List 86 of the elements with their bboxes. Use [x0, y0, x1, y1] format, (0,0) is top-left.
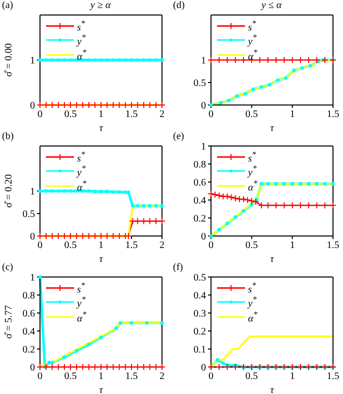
legend-label: s$^{*}$ [248, 150, 256, 164]
x-tick-label: 2 [160, 109, 164, 120]
y-tick-label: 0 [30, 362, 35, 374]
x-tick-label: 0 [208, 371, 214, 382]
y-tick-label: 0 [201, 100, 206, 112]
legend-label: s$^{*}$ [77, 281, 86, 296]
y-tick-label: 1 [30, 56, 35, 67]
x-tick-label: 1.5 [125, 109, 138, 120]
y-tick-label: 0.4 [22, 326, 35, 338]
y-tick-label: 0.6 [194, 178, 206, 189]
text: (a) [2, 0, 14, 11]
legend-label: s$^{*}$ [77, 150, 86, 164]
y-tick-label: 0.6 [22, 308, 35, 320]
y-tick-label: 0.4 [194, 290, 206, 302]
x-tick-label: 1.5 [326, 240, 340, 252]
legend-label: α$^{*}$ [248, 310, 258, 324]
x-axis-title: τ [99, 385, 104, 394]
y-tick-label: 0.8 [194, 160, 206, 171]
x-tick-label: 1 [290, 240, 295, 252]
legend-label: s$^{*}$ [77, 19, 86, 34]
x-tick-label: 1 [98, 109, 104, 120]
legend-label: s$^{*}$ [248, 19, 256, 34]
y-tick-label: 0.2 [194, 214, 206, 225]
x-tick-label: 1 [98, 240, 104, 252]
legend-label: y$^{*}$ [77, 295, 86, 310]
legend-label: y$^{*}$ [248, 33, 257, 48]
x-axis-title: τ [99, 254, 104, 265]
x-tick-label: 1 [290, 109, 295, 120]
x-axis-title: τ [270, 254, 274, 265]
x-tick-label: 0 [208, 240, 214, 252]
y-axis-title: σ̂ = 0.20 [4, 174, 15, 208]
y-tick-label: 1 [30, 272, 35, 284]
x-axis-title: τ [99, 123, 104, 134]
y-tick-label: 0 [30, 100, 35, 112]
x-tick-label: 0 [38, 109, 42, 120]
y-tick-label: 0 [201, 362, 206, 374]
x-tick-label: 1 [98, 371, 104, 382]
x-tick-label: 1.5 [125, 371, 138, 382]
x-tick-label: 2 [160, 240, 164, 252]
y-tick-label: 0 [201, 232, 206, 243]
x-tick-label: 0.5 [64, 109, 77, 120]
chart-title: y ≤ α [260, 0, 283, 11]
legend-label: y$^{*}$ [77, 33, 86, 48]
y-tick-label: 0.3 [194, 308, 206, 320]
x-tick-label: 1.5 [326, 371, 340, 382]
y-tick-label: 0.4 [194, 196, 206, 207]
legend-label: y$^{*}$ [248, 295, 257, 310]
x-tick-label: 1 [290, 371, 295, 382]
x-tick-label: 1.5 [326, 109, 340, 120]
y-tick-label: 1 [201, 142, 206, 153]
chart-title: y ≥ α [88, 0, 112, 11]
y-tick-label: 0 [30, 232, 35, 243]
text: (d) [173, 0, 185, 11]
text: (c) [2, 262, 14, 273]
y-tick-label: 0.5 [194, 272, 206, 284]
x-tick-label: 0.5 [245, 109, 258, 120]
legend-label: α$^{*}$ [248, 48, 258, 62]
x-axis-title: τ [270, 385, 274, 394]
text: (e) [173, 131, 184, 142]
x-tick-label: 0.5 [64, 240, 77, 252]
y-tick-label: 0.5 [22, 209, 35, 220]
x-tick-label: 0 [38, 371, 42, 382]
y-tick-label: 0.1 [194, 344, 206, 356]
x-tick-label: 0.5 [64, 371, 77, 382]
legend-label: y$^{*}$ [248, 164, 257, 179]
y-axis-title: σ̂ = 5.77 [4, 305, 15, 339]
x-tick-label: 0.5 [245, 240, 258, 252]
legend-label: s$^{*}$ [248, 281, 256, 296]
legend-label: α$^{*}$ [248, 178, 258, 193]
x-axis-title: τ [270, 123, 274, 134]
x-tick-label: 0 [208, 109, 214, 120]
y-tick-label: 0.5 [194, 78, 206, 90]
x-tick-label: 1.5 [125, 240, 138, 252]
text: (f) [173, 262, 183, 273]
x-tick-label: 2 [160, 371, 164, 382]
legend-label: y$^{*}$ [77, 164, 86, 179]
y-tick-label: 0.2 [22, 344, 35, 356]
x-tick-label: 0.5 [245, 371, 258, 382]
y-tick-label: 1 [30, 186, 35, 198]
y-tick-label: 1 [201, 56, 206, 67]
legend-label: α$^{*}$ [77, 310, 86, 324]
x-tick-label: 0 [38, 240, 42, 252]
y-tick-label: 0.8 [22, 290, 35, 302]
y-tick-label: 0.2 [194, 326, 206, 338]
y-axis-title: σ̂ = 0.00 [4, 43, 15, 77]
text: (b) [2, 131, 14, 142]
